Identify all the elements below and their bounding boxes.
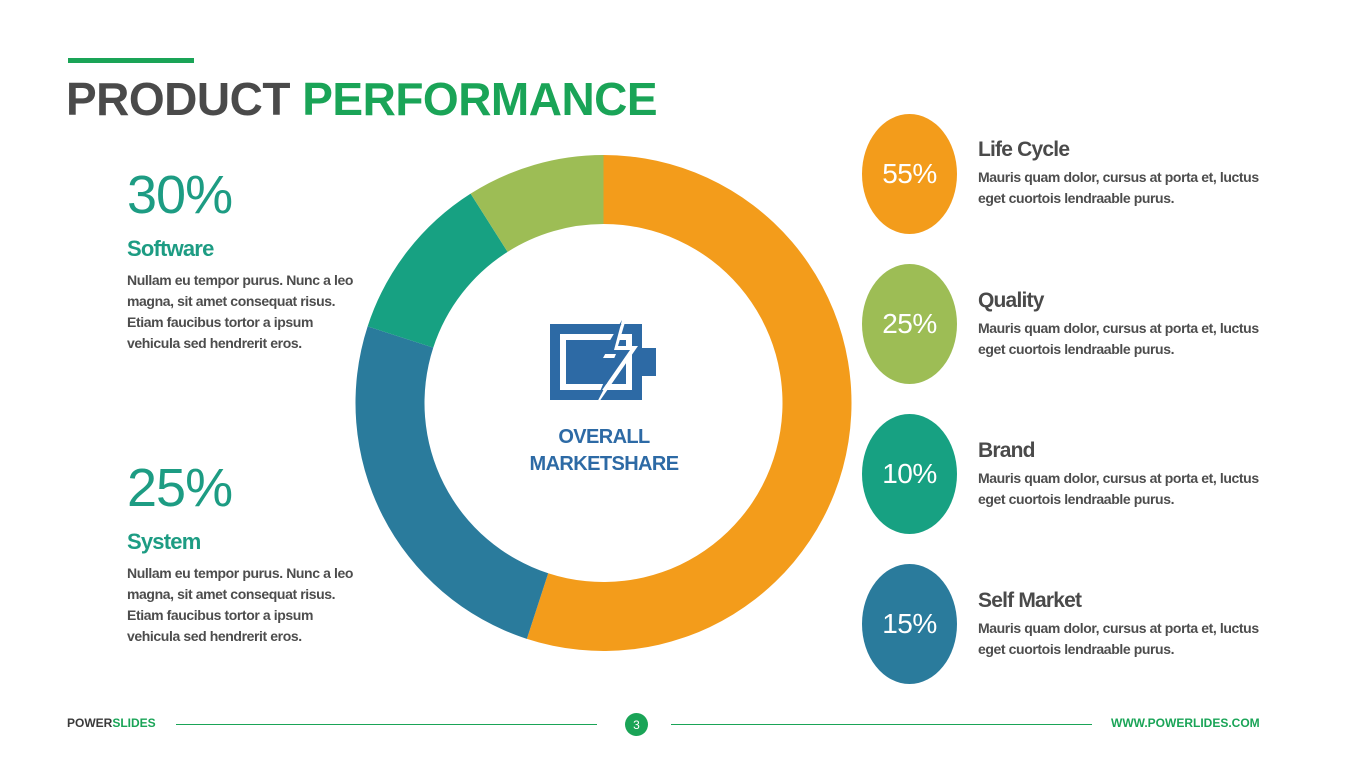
bubble-quality: 25%	[862, 264, 957, 384]
footer-url: WWW.POWERLIDES.COM	[1111, 716, 1260, 730]
donut-slice-life-cycle	[526, 155, 852, 651]
left-stat-label: Software	[127, 236, 214, 261]
left-stat-value: 30%	[127, 165, 233, 225]
bubble-self-market: 15%	[862, 564, 957, 684]
left-stat-description: Nullam eu tempor purus. Nunc a leo magna…	[127, 565, 353, 644]
right-item-description: Mauris quam dolor, cursus at porta et, l…	[978, 470, 1259, 508]
right-item-description: Mauris quam dolor, cursus at porta et, l…	[978, 620, 1259, 658]
right-item-quality: Quality Mauris quam dolor, cursus at por…	[978, 289, 1278, 360]
right-item-description: Mauris quam dolor, cursus at porta et, l…	[978, 320, 1259, 358]
left-stat-system: 25% System Nullam eu tempor purus. Nunc …	[127, 461, 367, 647]
center-label: OVERALL MARKETSHARE	[504, 424, 704, 478]
footer-divider-left	[176, 724, 597, 725]
page-number-badge: 3	[625, 713, 648, 736]
footer-brand: POWERSLIDES	[67, 716, 156, 730]
title-part-1: PRODUCT	[66, 73, 290, 125]
right-item-self-market: Self Market Mauris quam dolor, cursus at…	[978, 589, 1278, 660]
right-item-life-cycle: Life Cycle Mauris quam dolor, cursus at …	[978, 138, 1278, 209]
title-part-2: PERFORMANCE	[302, 73, 658, 125]
right-item-brand: Brand Mauris quam dolor, cursus at porta…	[978, 439, 1278, 510]
title-accent-bar	[68, 58, 194, 63]
donut-slice-brand	[367, 193, 508, 348]
donut-slice-self-market	[355, 326, 549, 639]
bubble-brand: 10%	[862, 414, 957, 534]
battery-bolt-icon	[548, 312, 662, 412]
right-item-title: Self Market	[978, 589, 1082, 612]
right-item-title: Brand	[978, 439, 1035, 462]
center-label-line-2: MARKETSHARE	[529, 453, 680, 475]
right-item-title: Life Cycle	[978, 138, 1070, 161]
center-label-line-1: OVERALL	[558, 426, 650, 448]
left-stat-software: 30% Software Nullam eu tempor purus. Nun…	[127, 168, 367, 354]
footer-brand-part-2: SLIDES	[112, 716, 156, 730]
footer-url-text: WWW.POWERLIDES.COM	[1111, 716, 1260, 730]
bubble-life-cycle: 55%	[862, 114, 957, 234]
left-stat-description: Nullam eu tempor purus. Nunc a leo magna…	[127, 272, 353, 351]
left-stat-label: System	[127, 529, 201, 554]
footer-divider-right	[671, 724, 1092, 725]
right-item-title: Quality	[978, 289, 1044, 312]
left-stat-value: 25%	[127, 458, 233, 518]
donut-slice-quality	[470, 155, 604, 252]
footer-brand-part-1: POWER	[67, 716, 113, 730]
right-item-description: Mauris quam dolor, cursus at porta et, l…	[978, 169, 1259, 207]
page-title: PRODUCT PERFORMANCE	[66, 72, 658, 127]
